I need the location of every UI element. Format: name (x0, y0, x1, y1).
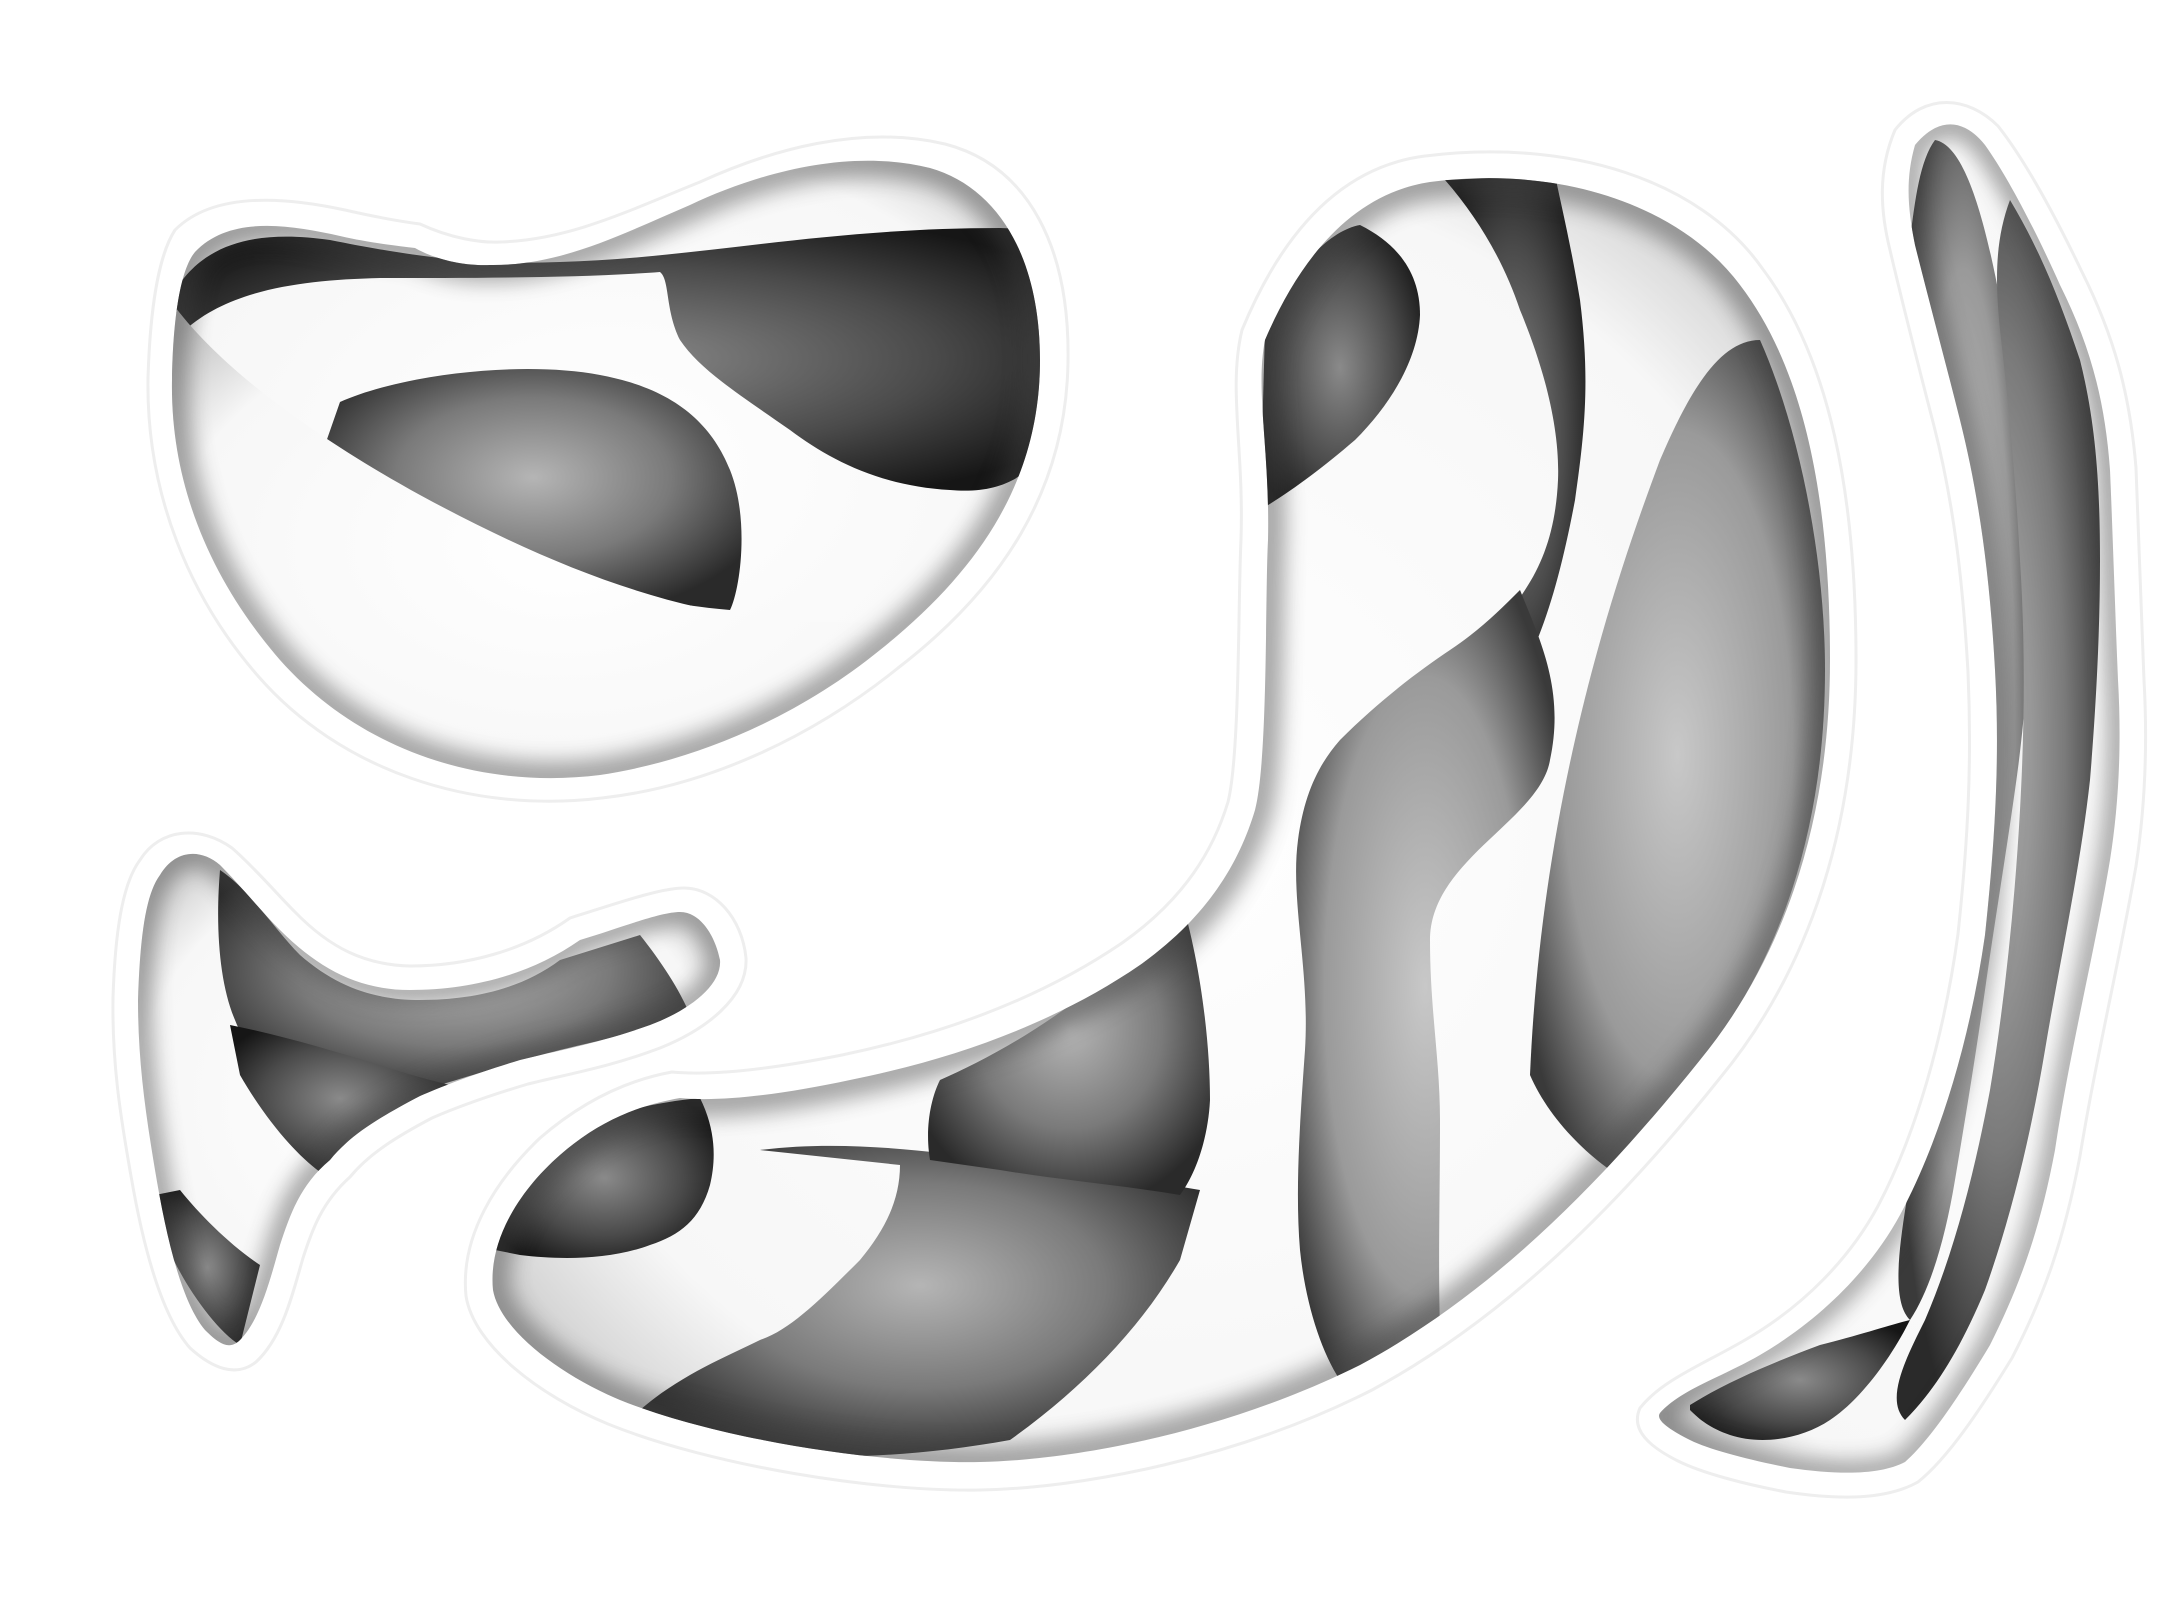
feather-right-grey-column (1896, 200, 2100, 1420)
swoosh-mid-column (1296, 590, 1555, 1383)
hook-tail-dark (155, 1190, 260, 1345)
swoosh-dark-stripe (1440, 178, 1586, 690)
blob-central-grey (325, 369, 742, 610)
feather-bottom-dark-tip (1690, 1320, 1910, 1440)
blob-white-swoosh (171, 300, 960, 779)
swoosh-bottom-grey-band (640, 1145, 1200, 1457)
top-left-blob (171, 160, 1040, 779)
swoosh-left-dark-pocket (495, 1098, 714, 1258)
blob-upper-dark-band (171, 228, 1040, 491)
hook-dark-band (230, 1025, 450, 1172)
